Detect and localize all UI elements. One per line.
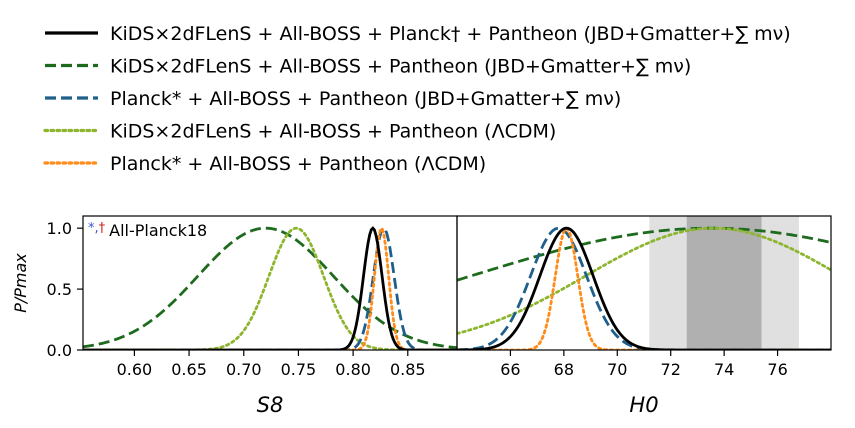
x-tick-label-S8: 0.65: [171, 360, 207, 379]
x-tick-label-H0: 70: [607, 360, 627, 379]
panel-H0: 66 68 70 72 74 76 H0: [456, 215, 832, 417]
band-1-sigma: [686, 216, 762, 350]
x-axis-label-H0: H0: [629, 393, 658, 417]
curve-S8-kids_jbd: [83, 226, 457, 350]
x-tick-label-S8: 0.85: [390, 360, 426, 379]
curve-H0-kids_lcdm: [457, 226, 831, 335]
curve-S8-planck_jbd: [83, 226, 457, 350]
curve-S8-kids_lcdm: [83, 226, 457, 350]
legend-label-kids_jbd_planck: KiDS×2dFLenS + All-BOSS + Planck† + Pant…: [110, 23, 791, 45]
annotation-marker: ,: [95, 221, 99, 236]
x-tick-label-S8: 0.60: [117, 360, 153, 379]
panels: 0.60 0.65 0.70 0.75 0.80 0.85 S8 0.0 0.5 1.0 P/Pma…: [11, 215, 832, 417]
curve-S8-kids_jbd_planck: [83, 226, 457, 350]
legend: KiDS×2dFLenS + All-BOSS + Planck† + Pant…: [43, 23, 791, 175]
x-tick-label-S8: 0.75: [281, 360, 317, 379]
legend-label-kids_jbd: KiDS×2dFLenS + All-BOSS + Pantheon (JBD+…: [110, 56, 691, 78]
y-tick-label: 0.5: [47, 280, 72, 299]
axes-frame-H0: [456, 215, 832, 351]
y-axis-label: P/Pmax: [11, 253, 30, 313]
x-axis-label-S8: S8: [257, 393, 284, 417]
curve-S8-planck_lcdm: [83, 226, 457, 350]
x-tick-label-H0: 74: [714, 360, 734, 379]
x-tick-label-H0: 68: [554, 360, 574, 379]
legend-label-planck_jbd: Planck* + All-BOSS + Pantheon (JBD+Gmatt…: [110, 88, 621, 110]
annotation-text: All-Planck18: [109, 221, 207, 240]
curve-H0-kids_jbd: [457, 226, 831, 282]
legend-label-planck_lcdm: Planck* + All-BOSS + Pantheon (ΛCDM): [110, 153, 486, 175]
annotation-marker: *: [88, 221, 95, 236]
y-tick-label: 1.0: [47, 219, 72, 238]
curve-H0-kids_jbd_planck: [457, 226, 831, 350]
x-tick-label-S8: 0.70: [226, 360, 262, 379]
x-tick-label-H0: 76: [767, 360, 787, 379]
legend-label-kids_lcdm: KiDS×2dFLenS + All-BOSS + Pantheon (ΛCDM…: [110, 121, 556, 143]
x-tick-label-H0: 72: [661, 360, 681, 379]
panel-S8: 0.60 0.65 0.70 0.75 0.80 0.85 S8 0.0 0.5 1.0 P/Pma…: [11, 215, 458, 417]
y-tick-label: 0.0: [47, 341, 72, 360]
x-tick-label-S8: 0.80: [335, 360, 371, 379]
x-tick-label-H0: 66: [500, 360, 520, 379]
annotation-marker: †: [99, 221, 106, 236]
annotation-all-planck18: *,† All-Planck18: [88, 221, 207, 240]
